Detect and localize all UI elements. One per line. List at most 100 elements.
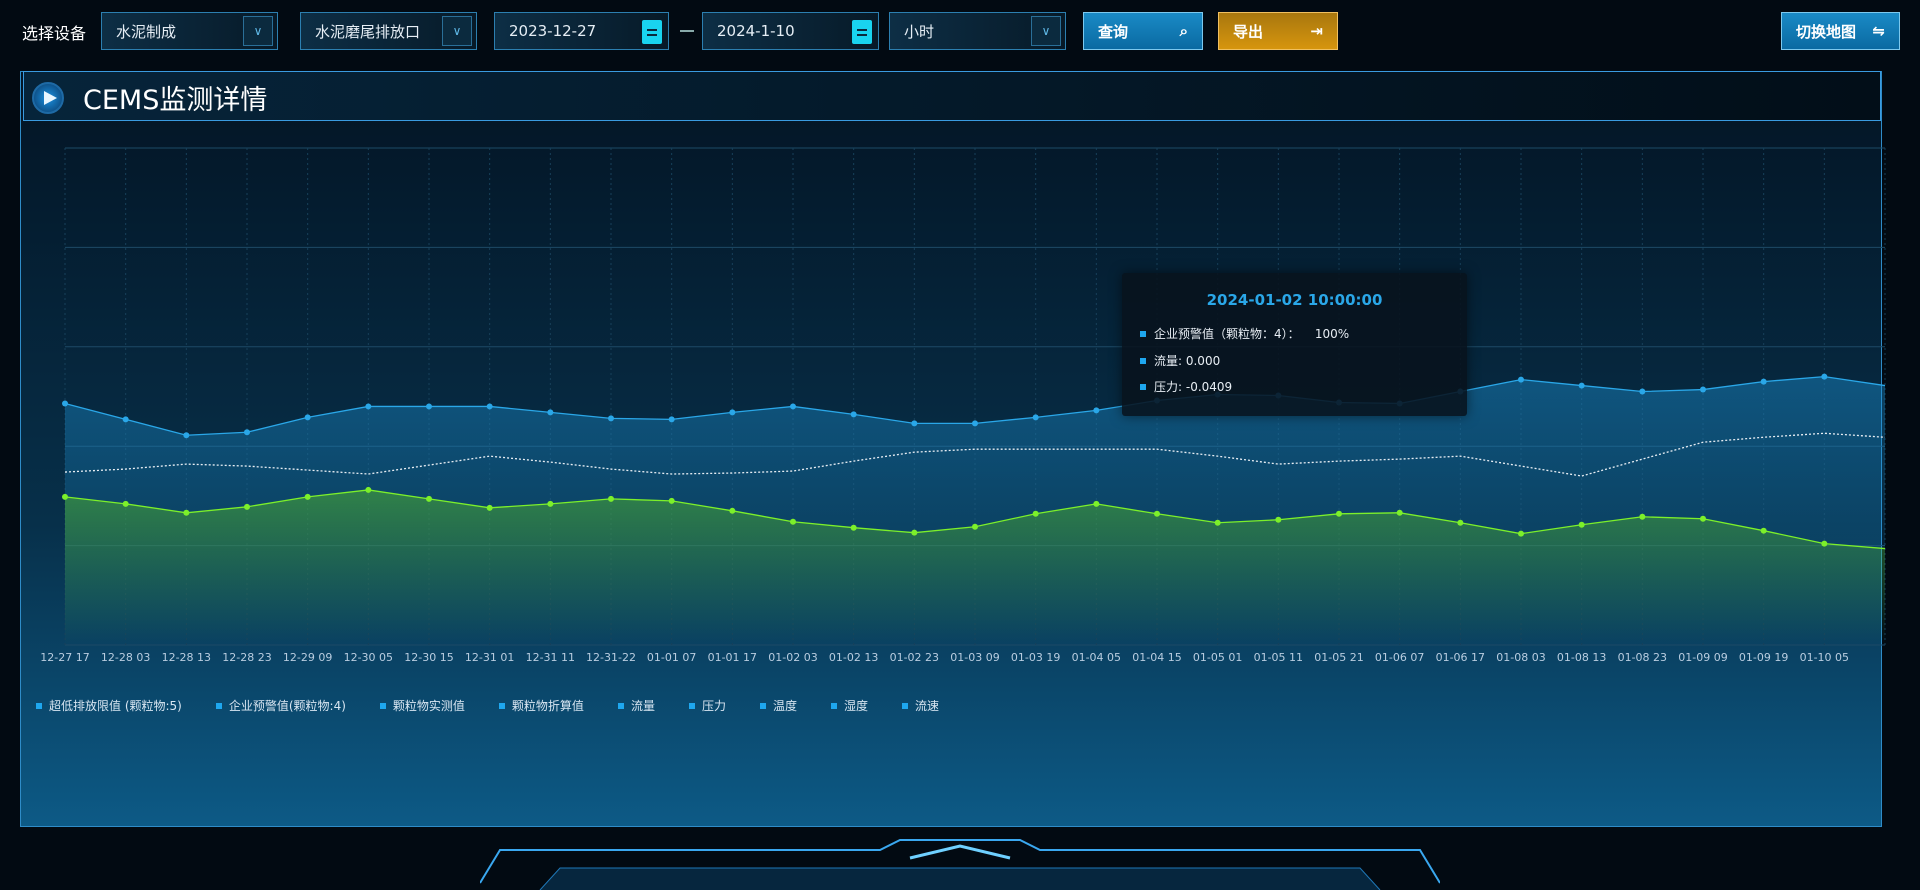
interval-select[interactable]: 小时 ∨ [889, 12, 1066, 50]
data-point[interactable] [911, 420, 918, 427]
data-point[interactable] [1214, 519, 1221, 526]
legend-item[interactable]: 颗粒物实测值 [379, 697, 465, 714]
legend-label: 超低排放限值 (颗粒物:5) [49, 699, 182, 713]
data-point[interactable] [1032, 510, 1039, 517]
outlet-select[interactable]: 水泥磨尾排放口 ∨ [300, 12, 477, 50]
data-point[interactable] [911, 529, 918, 536]
device-select[interactable]: 水泥制成 ∨ [101, 12, 278, 50]
end-date-input[interactable]: 2024-1-10 [702, 12, 879, 50]
legend-marker-icon [617, 702, 624, 709]
data-point[interactable] [1518, 530, 1524, 537]
data-point[interactable] [608, 415, 614, 422]
data-point[interactable] [1093, 407, 1100, 414]
data-point[interactable] [62, 400, 68, 407]
data-point[interactable] [972, 420, 978, 427]
data-point[interactable] [1396, 509, 1403, 516]
data-point[interactable] [486, 504, 493, 511]
data-point[interactable] [244, 429, 250, 436]
legend-item[interactable]: 流量 [617, 697, 655, 714]
interval-select-value: 小时 [904, 22, 935, 41]
data-point[interactable] [1821, 540, 1828, 547]
x-tick-label: 12-28 23 [222, 651, 272, 664]
legend-item[interactable]: 流速 [902, 697, 939, 714]
data-point[interactable] [365, 403, 372, 410]
data-point[interactable] [1760, 378, 1767, 385]
x-tick-label: 12-29 09 [282, 651, 333, 664]
data-point[interactable] [1457, 519, 1464, 526]
data-point[interactable] [547, 500, 554, 507]
data-point[interactable] [668, 416, 675, 423]
legend-item[interactable]: 企业预警值(颗粒物:4) [215, 697, 346, 714]
data-point[interactable] [1639, 513, 1646, 520]
data-point[interactable] [1578, 521, 1585, 528]
legend-marker-icon [688, 702, 695, 709]
data-point[interactable] [729, 409, 736, 416]
data-point[interactable] [1093, 500, 1100, 507]
data-point[interactable] [122, 500, 129, 507]
legend-label: 流量 [630, 699, 655, 713]
data-point[interactable] [304, 414, 311, 421]
chevron-down-icon[interactable]: ∨ [1031, 16, 1061, 46]
data-point[interactable] [1154, 510, 1160, 517]
x-tick-label: 12-30 15 [404, 651, 454, 664]
data-point[interactable] [1821, 373, 1828, 380]
legend-item[interactable]: 颗粒物折算值 [498, 697, 584, 714]
start-date-input[interactable]: 2023-12-27 [494, 12, 669, 50]
data-point[interactable] [668, 497, 675, 504]
legend-item[interactable]: 压力 [688, 697, 726, 714]
query-button[interactable]: 查询 ⌕ [1083, 12, 1203, 50]
data-point[interactable] [1760, 527, 1767, 534]
data-point[interactable] [1336, 510, 1342, 517]
query-label: 查询 [1098, 22, 1129, 41]
data-point[interactable] [304, 493, 311, 500]
data-point[interactable] [608, 495, 614, 502]
switch-map-label: 切换地图 [1796, 22, 1857, 41]
x-tick-label: 01-03 09 [950, 651, 1000, 664]
data-point[interactable] [183, 432, 190, 439]
data-point[interactable] [62, 493, 68, 500]
data-point[interactable] [1639, 388, 1646, 395]
data-point[interactable] [183, 509, 190, 516]
data-point[interactable] [547, 409, 554, 416]
data-point[interactable] [1275, 516, 1282, 523]
calendar-icon[interactable] [852, 20, 872, 44]
legend-item[interactable]: 超低排放限值 (颗粒物:5) [36, 697, 182, 714]
legend-item[interactable]: 温度 [759, 697, 797, 714]
legend-label: 流速 [915, 699, 940, 713]
data-point[interactable] [1032, 414, 1039, 421]
chart-tooltip: 2024-01-02 10:00:00 企业预警值（颗粒物：4）： 100% 流… [1122, 273, 1467, 416]
x-tick-label: 01-05 11 [1253, 651, 1304, 664]
data-point[interactable] [365, 486, 372, 493]
chevron-down-icon[interactable]: ∨ [243, 16, 273, 46]
data-point[interactable] [850, 524, 857, 531]
data-point[interactable] [244, 503, 250, 510]
chevron-down-icon[interactable]: ∨ [442, 16, 472, 46]
data-point[interactable] [426, 403, 432, 410]
line-chart[interactable] [0, 0, 1920, 700]
data-point[interactable] [122, 416, 129, 423]
data-point[interactable] [1518, 376, 1524, 383]
panel-title-bar [23, 71, 1881, 121]
tooltip-row-text: 压力: -0.0409 [1154, 380, 1233, 394]
x-tick-label: 01-08 03 [1496, 651, 1546, 664]
x-tick-label: 01-03 19 [1010, 651, 1061, 664]
legend-marker-icon [902, 702, 908, 709]
data-point[interactable] [729, 507, 736, 514]
page-title: CEMS监测详情 [83, 85, 268, 116]
end-date-value: 2024-1-10 [717, 22, 795, 40]
data-point[interactable] [972, 523, 978, 530]
data-point[interactable] [850, 411, 857, 418]
calendar-icon[interactable] [642, 20, 662, 44]
x-tick-label: 01-09 19 [1738, 651, 1789, 664]
data-point[interactable] [486, 403, 493, 410]
data-point[interactable] [1700, 386, 1706, 393]
x-tick-label: 01-02 03 [768, 651, 818, 664]
data-point[interactable] [1700, 515, 1706, 522]
data-point[interactable] [1578, 382, 1585, 389]
legend-item[interactable]: 湿度 [830, 697, 868, 714]
data-point[interactable] [426, 495, 432, 502]
data-point[interactable] [790, 518, 796, 525]
switch-map-button[interactable]: 切换地图 ⇋ [1781, 12, 1900, 50]
data-point[interactable] [790, 403, 796, 410]
export-button[interactable]: 导出 ⇥ [1218, 12, 1338, 50]
